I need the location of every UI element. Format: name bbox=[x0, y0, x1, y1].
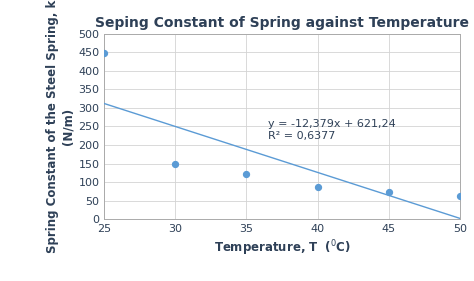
Y-axis label: Spring Constant of the Steel Spring, k
(N/m): Spring Constant of the Steel Spring, k (… bbox=[46, 0, 74, 253]
X-axis label: Temperature, T  ($^{0}$C): Temperature, T ($^{0}$C) bbox=[214, 238, 350, 258]
Text: y = -12,379x + 621,24
R² = 0,6377: y = -12,379x + 621,24 R² = 0,6377 bbox=[268, 119, 396, 141]
Point bbox=[100, 51, 108, 56]
Point bbox=[385, 190, 392, 194]
Point bbox=[172, 162, 179, 166]
Point bbox=[314, 185, 321, 189]
Point bbox=[456, 194, 464, 198]
Title: Seping Constant of Spring against Temperature: Seping Constant of Spring against Temper… bbox=[95, 16, 469, 30]
Point bbox=[243, 172, 250, 176]
